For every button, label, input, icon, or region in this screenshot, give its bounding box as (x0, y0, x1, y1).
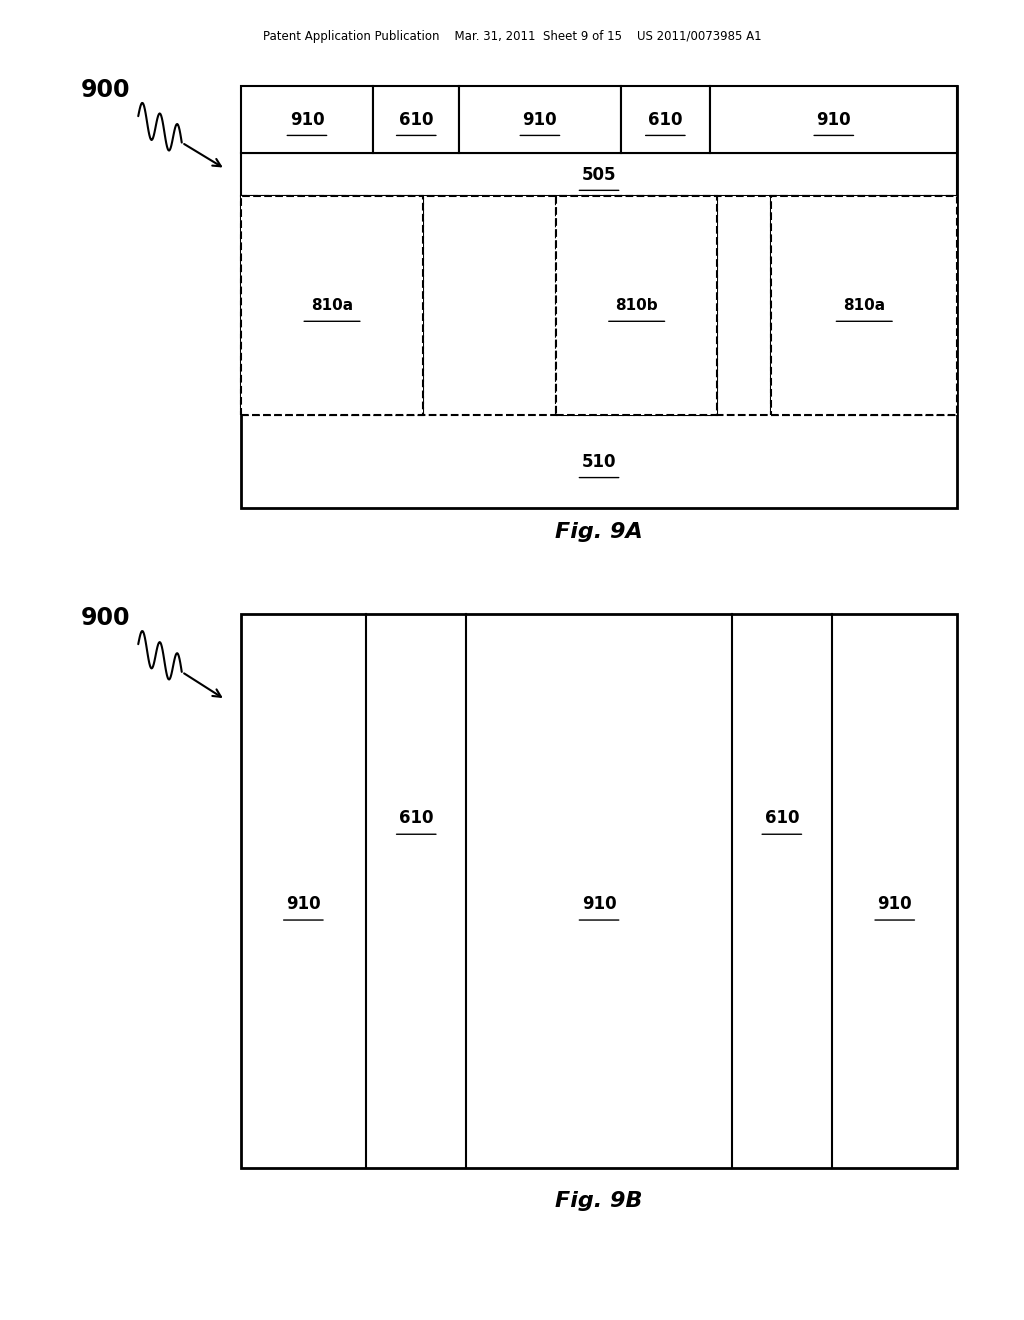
Bar (241, 153, 957, 195)
Bar (241, 195, 957, 416)
Bar (241, 195, 424, 416)
Text: 910: 910 (582, 895, 616, 913)
Text: 910: 910 (290, 111, 325, 128)
Text: 610: 610 (765, 809, 799, 828)
Text: 900: 900 (81, 78, 130, 102)
Bar (556, 195, 718, 416)
Text: 910: 910 (286, 895, 321, 913)
Text: 910: 910 (816, 111, 851, 128)
Text: 910: 910 (878, 895, 912, 913)
Text: Fig. 9B: Fig. 9B (555, 1191, 643, 1212)
Bar (621, 86, 711, 153)
Text: Fig. 9A: Fig. 9A (555, 521, 643, 543)
Bar (711, 86, 957, 153)
Bar (241, 86, 957, 508)
Text: 810b: 810b (615, 298, 658, 313)
Bar (373, 86, 459, 153)
Text: 610: 610 (399, 809, 433, 828)
Text: Patent Application Publication    Mar. 31, 2011  Sheet 9 of 15    US 2011/007398: Patent Application Publication Mar. 31, … (263, 30, 761, 44)
Bar (771, 195, 957, 416)
Text: 610: 610 (648, 111, 683, 128)
Text: 910: 910 (522, 111, 557, 128)
Text: 505: 505 (582, 165, 616, 183)
Text: 510: 510 (582, 453, 616, 471)
Text: 900: 900 (81, 606, 130, 630)
Bar (459, 86, 621, 153)
Text: 810a: 810a (311, 298, 353, 313)
Bar (241, 614, 957, 1168)
Text: 610: 610 (399, 111, 433, 128)
Bar (241, 86, 373, 153)
Text: 810a: 810a (843, 298, 886, 313)
